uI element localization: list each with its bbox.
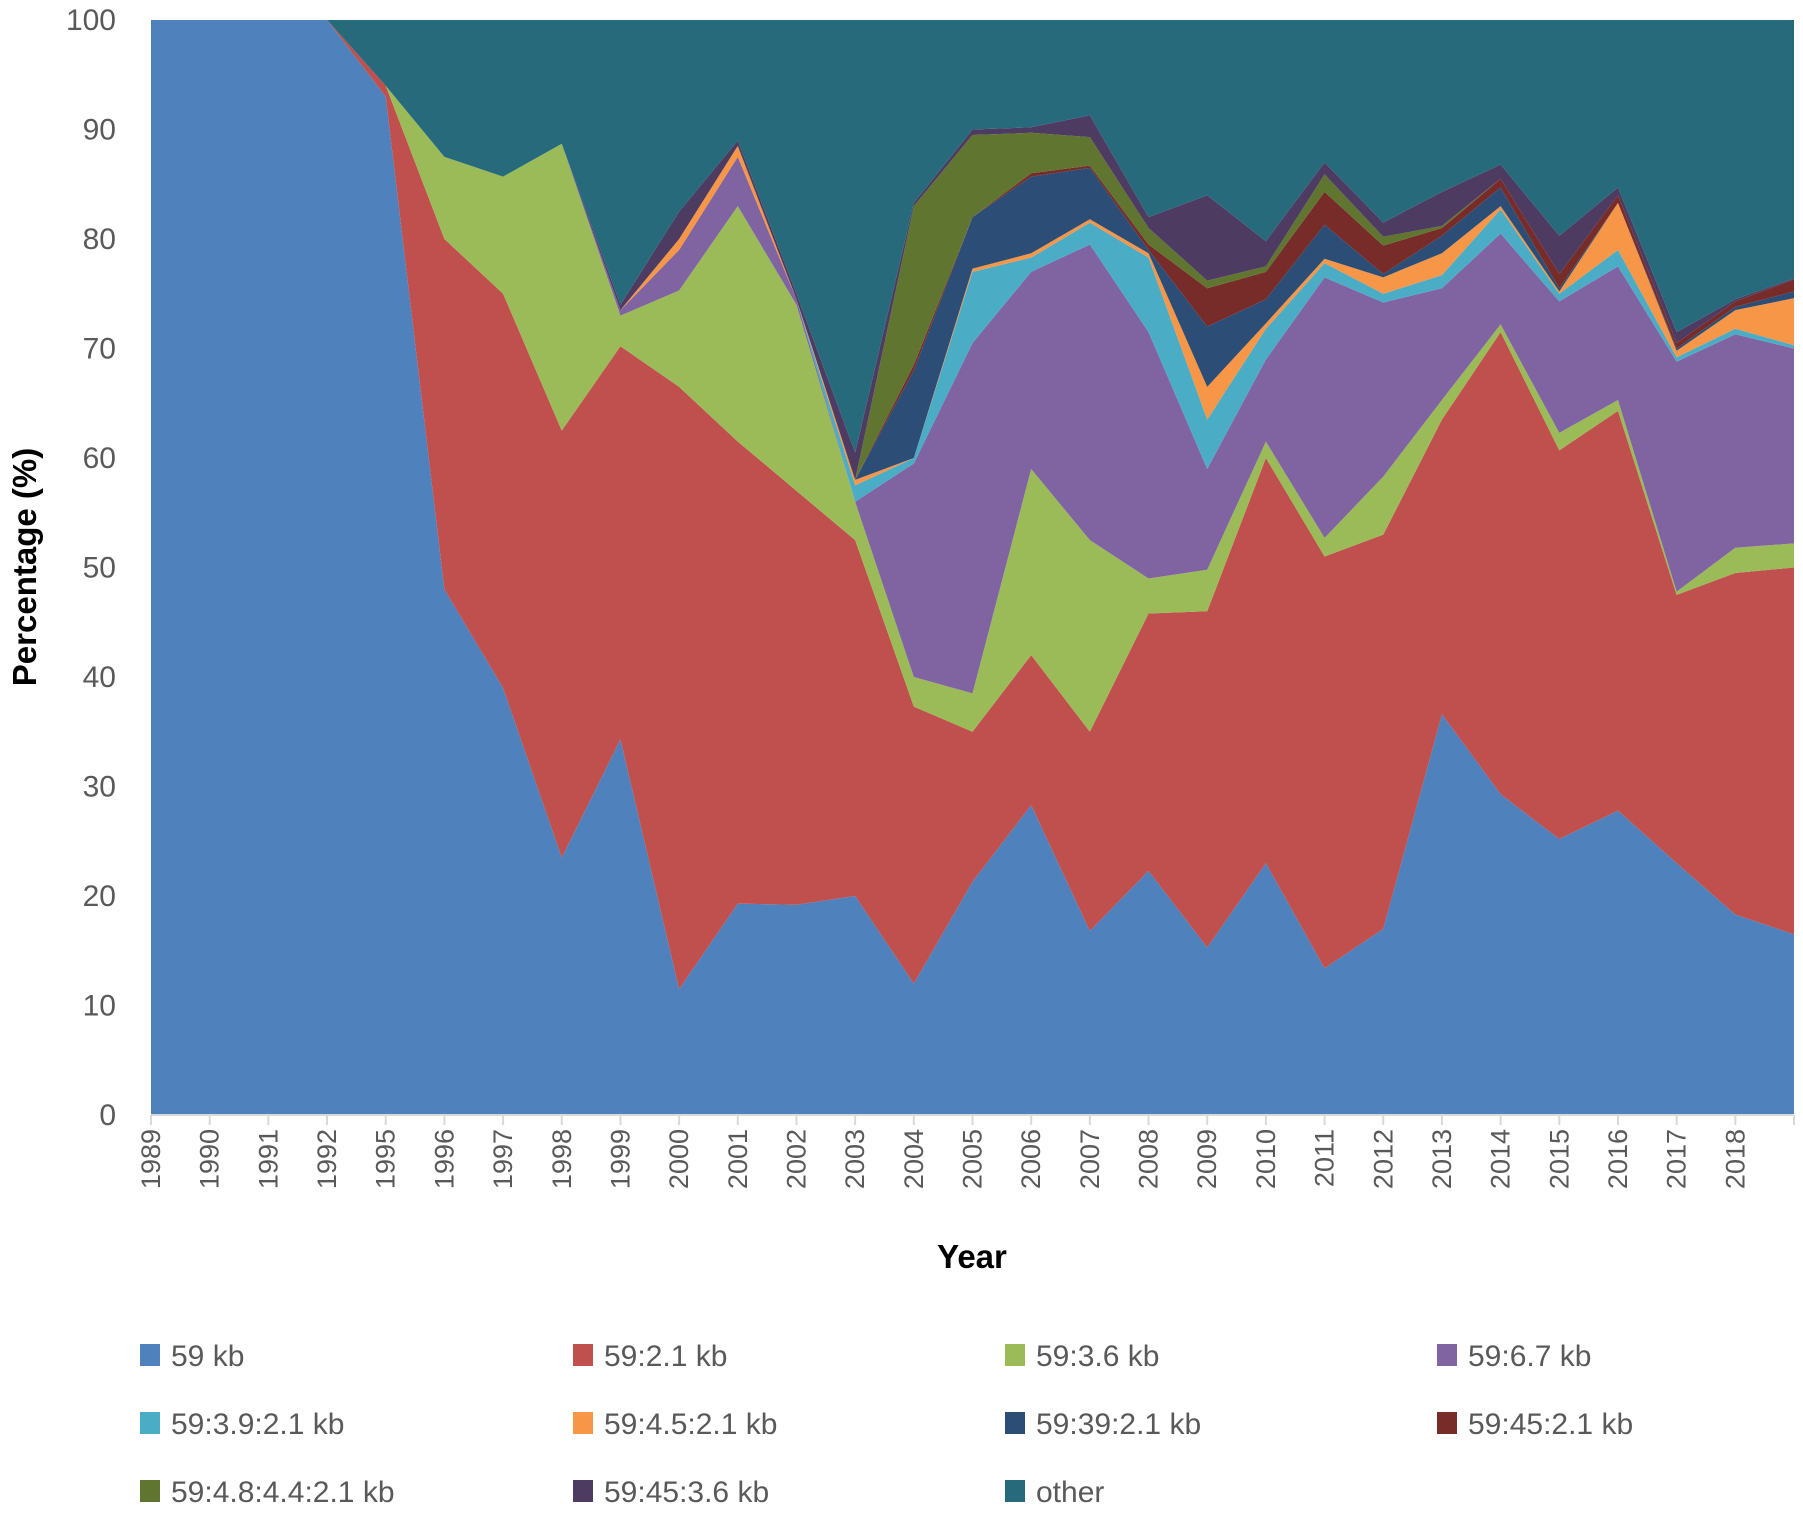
legend-item: other	[1005, 1476, 1104, 1509]
legend-swatch	[573, 1480, 593, 1502]
y-tick-label: 100	[66, 4, 116, 37]
x-tick-label: 2004	[899, 1129, 929, 1189]
legend-item: 59:3.6 kb	[1005, 1340, 1159, 1373]
x-tick-label: 2000	[664, 1129, 694, 1189]
legend-swatch	[1005, 1480, 1025, 1502]
x-tick-label: 1989	[136, 1129, 166, 1189]
x-tick-label: 2009	[1192, 1129, 1222, 1189]
y-tick-label: 70	[83, 333, 116, 366]
legend-swatch	[1005, 1412, 1025, 1434]
x-tick-label: 1998	[547, 1129, 577, 1189]
x-tick-label: 2015	[1544, 1129, 1574, 1189]
legend-item: 59:2.1 kb	[573, 1340, 727, 1373]
area-other	[151, 20, 1794, 453]
y-tick-label: 20	[83, 880, 116, 913]
x-tick-label: 2006	[1016, 1129, 1046, 1189]
area-59-3-9-2-1-kb	[151, 20, 1794, 502]
x-tick-label: 2012	[1368, 1129, 1398, 1189]
legend-label: 59:6.7 kb	[1468, 1340, 1591, 1373]
legend-item: 59:39:2.1 kb	[1005, 1408, 1201, 1441]
legend-swatch	[1437, 1344, 1457, 1366]
legend-item: 59:3.9:2.1 kb	[140, 1408, 344, 1441]
legend-item: 59:45:2.1 kb	[1437, 1408, 1633, 1441]
legend-swatch	[140, 1480, 160, 1502]
x-tick-label: 1996	[429, 1129, 459, 1189]
x-tick-label: 2011	[1310, 1129, 1340, 1187]
legend-label: 59:45:3.6 kb	[604, 1476, 769, 1509]
area-59-39-2-1-kb	[151, 20, 1794, 480]
x-tick-label: 2007	[1075, 1129, 1105, 1189]
legend-label: 59:45:2.1 kb	[1468, 1408, 1633, 1441]
legend-swatch	[573, 1412, 593, 1434]
x-axis-title: Year	[937, 1238, 1007, 1275]
x-tick-label: 1997	[488, 1129, 518, 1189]
y-tick-label: 80	[83, 223, 116, 256]
x-tick-label: 2008	[1134, 1129, 1164, 1189]
legend: 59 kb 59:2.1 kb 59:3.6 kb 59:6.7 kb 59:3.9:2…	[140, 1340, 1633, 1509]
y-tick-label: 0	[99, 1099, 116, 1132]
y-axis-title: Percentage (%)	[6, 448, 43, 686]
legend-swatch	[140, 1344, 160, 1366]
y-tick-label: 30	[83, 771, 116, 804]
legend-item: 59 kb	[140, 1340, 244, 1373]
x-tick-label: 2017	[1662, 1129, 1692, 1189]
area-59-3-6-kb	[151, 20, 1794, 732]
x-tick-label: 2016	[1603, 1129, 1633, 1189]
plot-areas	[151, 20, 1794, 1115]
legend-item: 59:6.7 kb	[1437, 1340, 1591, 1373]
x-tick-label: 1999	[605, 1129, 635, 1189]
legend-label: other	[1036, 1476, 1104, 1509]
y-tick-label: 90	[83, 114, 116, 147]
legend-label: 59:4.8:4.4:2.1 kb	[171, 1476, 395, 1509]
legend-swatch	[1005, 1344, 1025, 1366]
area-59-2-1-kb	[151, 20, 1794, 990]
axes: 0 10 20 30 40 50 60 70 80 90 100 1989 1990 1991 1992 19…	[66, 4, 1795, 1189]
legend-label: 59:4.5:2.1 kb	[604, 1408, 777, 1441]
legend-swatch	[573, 1344, 593, 1366]
legend-label: 59:3.9:2.1 kb	[171, 1408, 344, 1441]
legend-swatch	[140, 1412, 160, 1434]
y-tick-label: 40	[83, 661, 116, 694]
x-tick-label: 1990	[195, 1129, 225, 1189]
x-tick-label: 1995	[371, 1129, 401, 1189]
legend-swatch	[1437, 1412, 1457, 1434]
y-tick-label: 50	[83, 552, 116, 585]
y-tick-label: 10	[83, 990, 116, 1023]
x-tick-label: 2003	[840, 1129, 870, 1189]
x-tick-label: 1991	[253, 1129, 283, 1189]
legend-item: 59:4.5:2.1 kb	[573, 1408, 777, 1441]
x-tick-label: 1992	[312, 1129, 342, 1189]
legend-label: 59:3.6 kb	[1036, 1340, 1159, 1373]
y-tick-label: 60	[83, 442, 116, 475]
legend-label: 59:39:2.1 kb	[1036, 1408, 1201, 1441]
x-tick-label: 2010	[1251, 1129, 1281, 1189]
x-tick-label: 2013	[1427, 1129, 1457, 1189]
area-59-kb	[151, 20, 1794, 1115]
legend-item: 59:45:3.6 kb	[573, 1476, 769, 1509]
legend-label: 59 kb	[171, 1340, 244, 1373]
x-tick-label: 2001	[723, 1129, 753, 1189]
x-tick-label: 2018	[1720, 1129, 1750, 1189]
x-tick-label: 2002	[781, 1129, 811, 1189]
legend-label: 59:2.1 kb	[604, 1340, 727, 1373]
x-tick-label: 2005	[958, 1129, 988, 1189]
area-59-6-7-kb	[151, 20, 1794, 694]
x-tick-label: 2014	[1486, 1129, 1516, 1189]
legend-item: 59:4.8:4.4:2.1 kb	[140, 1476, 395, 1509]
